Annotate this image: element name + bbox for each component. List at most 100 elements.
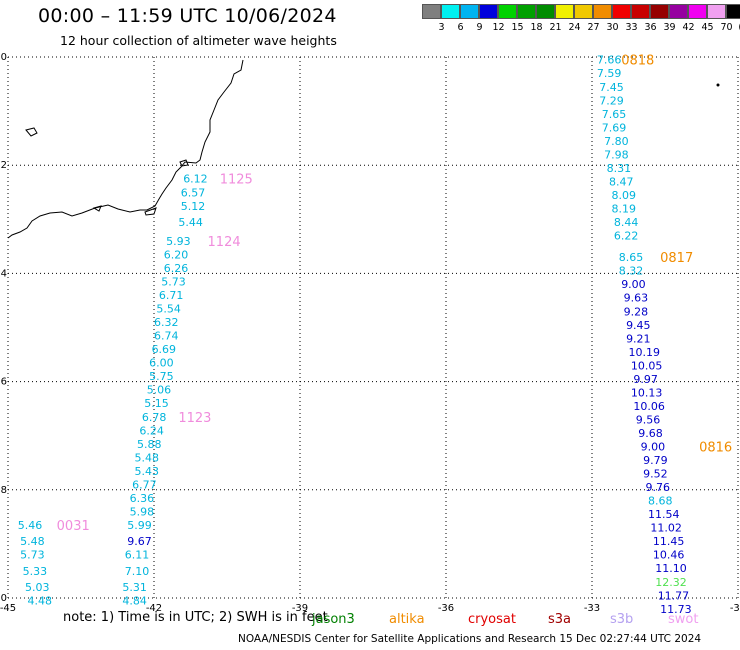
scale-swatch bbox=[498, 4, 517, 19]
swh-value: 9.63 bbox=[624, 292, 649, 305]
swh-value: 7.59 bbox=[597, 67, 622, 80]
swh-value: 9.52 bbox=[643, 468, 668, 481]
swh-value: 6.22 bbox=[614, 230, 639, 243]
x-tick-label: -39 bbox=[292, 603, 308, 614]
scale-swatch bbox=[650, 4, 669, 19]
footer-note: note: 1) Time is in UTC; 2) SWH is in fe… bbox=[63, 610, 328, 625]
swh-value: 5.73 bbox=[161, 276, 186, 289]
swh-value: 8.68 bbox=[648, 495, 673, 508]
swh-value: 7.45 bbox=[599, 81, 624, 94]
swh-value: 6.77 bbox=[132, 478, 157, 491]
scale-swatch bbox=[555, 4, 574, 19]
scale-swatch bbox=[460, 4, 479, 19]
swh-value: 9.21 bbox=[626, 332, 651, 345]
swh-value: 5.15 bbox=[144, 397, 169, 410]
swh-value: 10.46 bbox=[653, 549, 685, 562]
swh-value: 6.26 bbox=[164, 262, 189, 275]
track-time-label: 1125 bbox=[220, 173, 253, 188]
chart-title: 00:00 – 11:59 UTC 10/06/2024 bbox=[38, 5, 337, 27]
swh-value: 5.93 bbox=[166, 235, 191, 248]
swh-value: 8.44 bbox=[614, 216, 639, 229]
swh-value: 6.24 bbox=[139, 424, 164, 437]
scale-label: 39 bbox=[663, 22, 676, 33]
swh-value: 6.36 bbox=[130, 492, 155, 505]
y-tick-label: -30 bbox=[0, 593, 7, 604]
swh-value: 5.43 bbox=[135, 465, 160, 478]
scale-swatch bbox=[669, 4, 688, 19]
y-tick-label: -22 bbox=[0, 160, 7, 171]
swh-value: 11.54 bbox=[648, 508, 680, 521]
swh-value: 11.77 bbox=[658, 589, 690, 602]
swh-value: 4.84 bbox=[122, 595, 147, 608]
swh-value: 6.32 bbox=[154, 316, 179, 329]
swh-value: 8.32 bbox=[619, 265, 644, 278]
swh-value: 11.45 bbox=[653, 535, 685, 548]
scale-label: 21 bbox=[549, 22, 562, 33]
y-tick-label: -26 bbox=[0, 377, 7, 388]
swh-value: 5.03 bbox=[25, 581, 50, 594]
swh-value: 6.71 bbox=[159, 289, 184, 302]
swh-value: 9.76 bbox=[646, 481, 671, 494]
scale-swatch bbox=[726, 4, 740, 19]
y-tick-label: -24 bbox=[0, 268, 7, 279]
scale-label: 27 bbox=[587, 22, 600, 33]
swh-value: 6.00 bbox=[149, 357, 174, 370]
x-tick-label: -33 bbox=[584, 603, 600, 614]
swh-value: 11.02 bbox=[650, 522, 682, 535]
x-tick-label: -36 bbox=[438, 603, 454, 614]
swh-value: 9.97 bbox=[633, 373, 658, 386]
swh-value: 5.46 bbox=[18, 519, 43, 532]
y-tick-label: -20 bbox=[0, 52, 7, 63]
swh-value: 7.66 bbox=[597, 54, 622, 67]
scale-label: 6 bbox=[457, 22, 464, 33]
swh-value: 7.29 bbox=[599, 94, 624, 107]
mission-altika: altika bbox=[389, 612, 425, 627]
swh-value: 7.80 bbox=[604, 135, 629, 148]
swh-value: 5.06 bbox=[147, 384, 172, 397]
scale-swatch bbox=[441, 4, 460, 19]
swh-value: 5.12 bbox=[181, 200, 206, 213]
scale-swatch bbox=[612, 4, 631, 19]
scale-swatch bbox=[593, 4, 612, 19]
mission-swot: swot bbox=[668, 612, 699, 627]
scale-swatch bbox=[574, 4, 593, 19]
swh-value: 9.45 bbox=[626, 319, 651, 332]
swh-value: 9.67 bbox=[127, 535, 152, 548]
swh-value: 8.19 bbox=[611, 202, 636, 215]
scale-swatch bbox=[536, 4, 555, 19]
swh-value: 9.00 bbox=[641, 441, 666, 454]
chart-subtitle: 12 hour collection of altimeter wave hei… bbox=[60, 33, 337, 48]
scale-label: 70 bbox=[720, 22, 733, 33]
scale-swatch bbox=[688, 4, 707, 19]
track-time-label: 0031 bbox=[57, 519, 90, 534]
swh-value: 9.68 bbox=[638, 427, 663, 440]
swh-value: 9.56 bbox=[636, 413, 661, 426]
swh-value: 12.32 bbox=[655, 576, 687, 589]
swh-value: 8.09 bbox=[611, 189, 636, 202]
scale-label: 45 bbox=[701, 22, 714, 33]
track-time-label: 0817 bbox=[660, 251, 693, 266]
swh-value: 5.73 bbox=[20, 549, 44, 562]
swh-value: 5.75 bbox=[149, 370, 174, 383]
island-outline bbox=[144, 207, 157, 216]
swh-value: 10.06 bbox=[633, 400, 665, 413]
swh-value: 8.47 bbox=[609, 175, 634, 188]
y-tick-label: -28 bbox=[0, 485, 7, 496]
swh-value: 7.10 bbox=[125, 565, 150, 578]
coastline bbox=[7, 59, 244, 239]
swh-value: 6.74 bbox=[154, 330, 179, 343]
swh-value: 6.11 bbox=[125, 549, 150, 562]
swh-value: 5.44 bbox=[178, 216, 203, 229]
scale-swatch bbox=[707, 4, 726, 19]
x-tick-label: -30 bbox=[730, 603, 740, 614]
swh-value: 5.54 bbox=[156, 303, 181, 316]
island-outline bbox=[92, 205, 102, 212]
swh-value: 10.05 bbox=[631, 359, 663, 372]
track-time-label: 1124 bbox=[208, 235, 241, 250]
island-outline bbox=[179, 159, 189, 167]
swh-value: 9.00 bbox=[621, 278, 646, 291]
swh-value: 5.99 bbox=[127, 519, 152, 532]
swh-value: 9.28 bbox=[624, 305, 649, 318]
swh-value: 6.12 bbox=[183, 173, 208, 186]
